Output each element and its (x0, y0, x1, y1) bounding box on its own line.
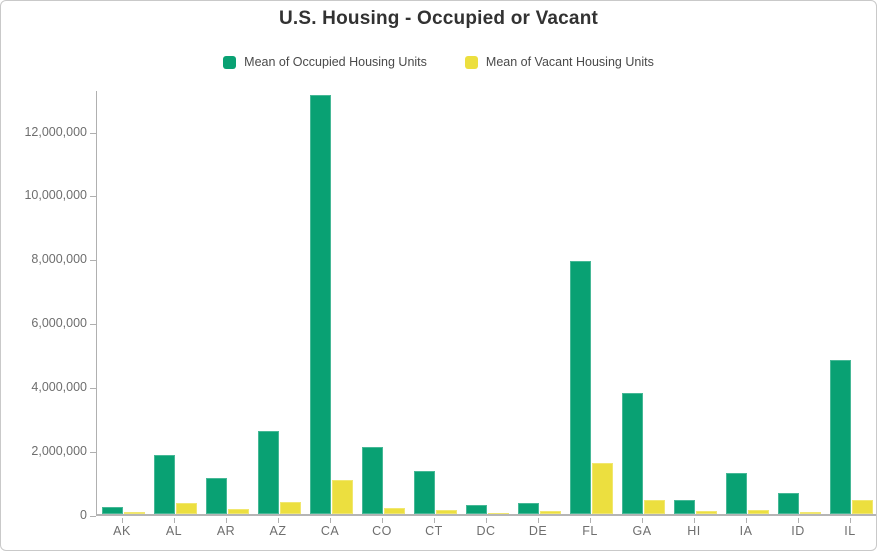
x-label-IA: IA (739, 524, 753, 538)
bar-vacant-GA[interactable] (643, 499, 665, 514)
y-tick-label: 4,000,000 (31, 380, 87, 395)
x-tick-mark (434, 518, 435, 523)
legend-swatch-occupied (223, 55, 237, 69)
x-tick-mark (226, 518, 227, 523)
bar-group-DE (513, 91, 565, 514)
x-tick-mark (590, 518, 591, 523)
bar-occupied-AZ[interactable] (257, 431, 279, 514)
y-tick-label: 6,000,000 (31, 316, 87, 331)
bar-group-AK (97, 91, 149, 514)
bar-occupied-AR[interactable] (205, 477, 227, 514)
x-label-DC: DC (476, 524, 496, 538)
x-label-AR: AR (216, 524, 236, 538)
bar-occupied-ID[interactable] (777, 493, 799, 514)
legend-swatch-vacant (464, 55, 478, 69)
x-label-CT: CT (425, 524, 443, 538)
bar-occupied-HI[interactable] (673, 499, 695, 514)
legend-item-occupied[interactable]: Mean of Occupied Housing Units (223, 55, 427, 69)
x-tick-mark (642, 518, 643, 523)
bar-vacant-HI[interactable] (695, 511, 717, 514)
bar-occupied-CO[interactable] (361, 446, 383, 514)
x-axis-labels: AK AL AR AZ CA CO CT DC DE FL GA HI IA ID IL (96, 524, 876, 538)
bar-group-AR (201, 91, 253, 514)
x-label-AL: AL (165, 524, 183, 538)
x-label-IL: IL (844, 524, 856, 538)
x-label-GA: GA (632, 524, 652, 538)
x-tick-mark (278, 518, 279, 523)
x-label-CO: CO (372, 524, 392, 538)
x-label-AZ: AZ (269, 524, 287, 538)
bar-occupied-IA[interactable] (725, 473, 747, 514)
bar-group-GA (617, 91, 669, 514)
bar-group-CO (357, 91, 409, 514)
legend: Mean of Occupied Housing Units Mean of V… (1, 55, 876, 69)
x-label-HI: HI (687, 524, 701, 538)
x-tick-mark (746, 518, 747, 523)
bar-vacant-CA[interactable] (331, 479, 353, 514)
bar-group-IA (721, 91, 773, 514)
bar-vacant-CT[interactable] (435, 509, 457, 514)
bar-group-CA (305, 91, 357, 514)
bar-occupied-CA[interactable] (309, 95, 331, 514)
bar-occupied-GA[interactable] (621, 392, 643, 514)
y-tick-label: 12,000,000 (24, 124, 87, 139)
y-tick-mark (90, 516, 96, 517)
bar-occupied-IL[interactable] (829, 359, 851, 514)
bar-occupied-CT[interactable] (413, 470, 435, 514)
bar-group-ID (773, 91, 825, 514)
x-label-CA: CA (320, 524, 340, 538)
plot-area (96, 91, 876, 516)
y-tick-label: 8,000,000 (31, 252, 87, 267)
legend-label-vacant: Mean of Vacant Housing Units (485, 55, 654, 69)
bar-vacant-CO[interactable] (383, 507, 405, 514)
chart-title: U.S. Housing - Occupied or Vacant (278, 8, 599, 29)
bar-occupied-AL[interactable] (153, 454, 175, 514)
bar-vacant-DC[interactable] (487, 513, 509, 514)
x-tick-mark (174, 518, 175, 523)
bar-group-DC (461, 91, 513, 514)
y-tick-label: 0 (80, 508, 87, 522)
y-tick-label: 10,000,000 (24, 188, 87, 203)
bar-vacant-ID[interactable] (799, 512, 821, 514)
bar-group-IL (825, 91, 876, 514)
x-tick-mark (694, 518, 695, 523)
x-label-DE: DE (528, 524, 548, 538)
bar-vacant-FL[interactable] (591, 462, 613, 514)
bar-occupied-DE[interactable] (517, 502, 539, 514)
x-tick-mark (486, 518, 487, 523)
bar-occupied-DC[interactable] (465, 505, 487, 514)
bar-group-AL (149, 91, 201, 514)
legend-item-vacant[interactable]: Mean of Vacant Housing Units (464, 55, 654, 69)
bar-vacant-AR[interactable] (227, 508, 249, 514)
x-tick-mark (850, 518, 851, 523)
x-tick-mark (538, 518, 539, 523)
bar-vacant-IA[interactable] (747, 510, 769, 514)
bar-vacant-IL[interactable] (851, 499, 873, 514)
x-tick-mark (122, 518, 123, 523)
bar-occupied-AK[interactable] (101, 506, 123, 514)
bar-vacant-AK[interactable] (123, 512, 145, 514)
bar-vacant-AL[interactable] (175, 502, 197, 514)
bar-group-CT (409, 91, 461, 514)
x-tick-mark (330, 518, 331, 523)
x-label-AK: AK (113, 524, 131, 538)
x-label-ID: ID (791, 524, 805, 538)
x-tick-mark (798, 518, 799, 523)
y-axis-labels: 0 2,000,000 4,000,000 6,000,000 8,000,000 10,… (1, 91, 87, 522)
bar-group-FL (565, 91, 617, 514)
legend-label-occupied: Mean of Occupied Housing Units (244, 55, 427, 69)
x-label-FL: FL (582, 524, 598, 538)
bar-occupied-FL[interactable] (569, 260, 591, 514)
y-tick-label: 2,000,000 (31, 444, 87, 459)
bar-vacant-DE[interactable] (539, 511, 561, 514)
x-tick-mark (382, 518, 383, 523)
bar-group-AZ (253, 91, 305, 514)
bar-vacant-AZ[interactable] (279, 502, 301, 514)
bar-group-HI (669, 91, 721, 514)
